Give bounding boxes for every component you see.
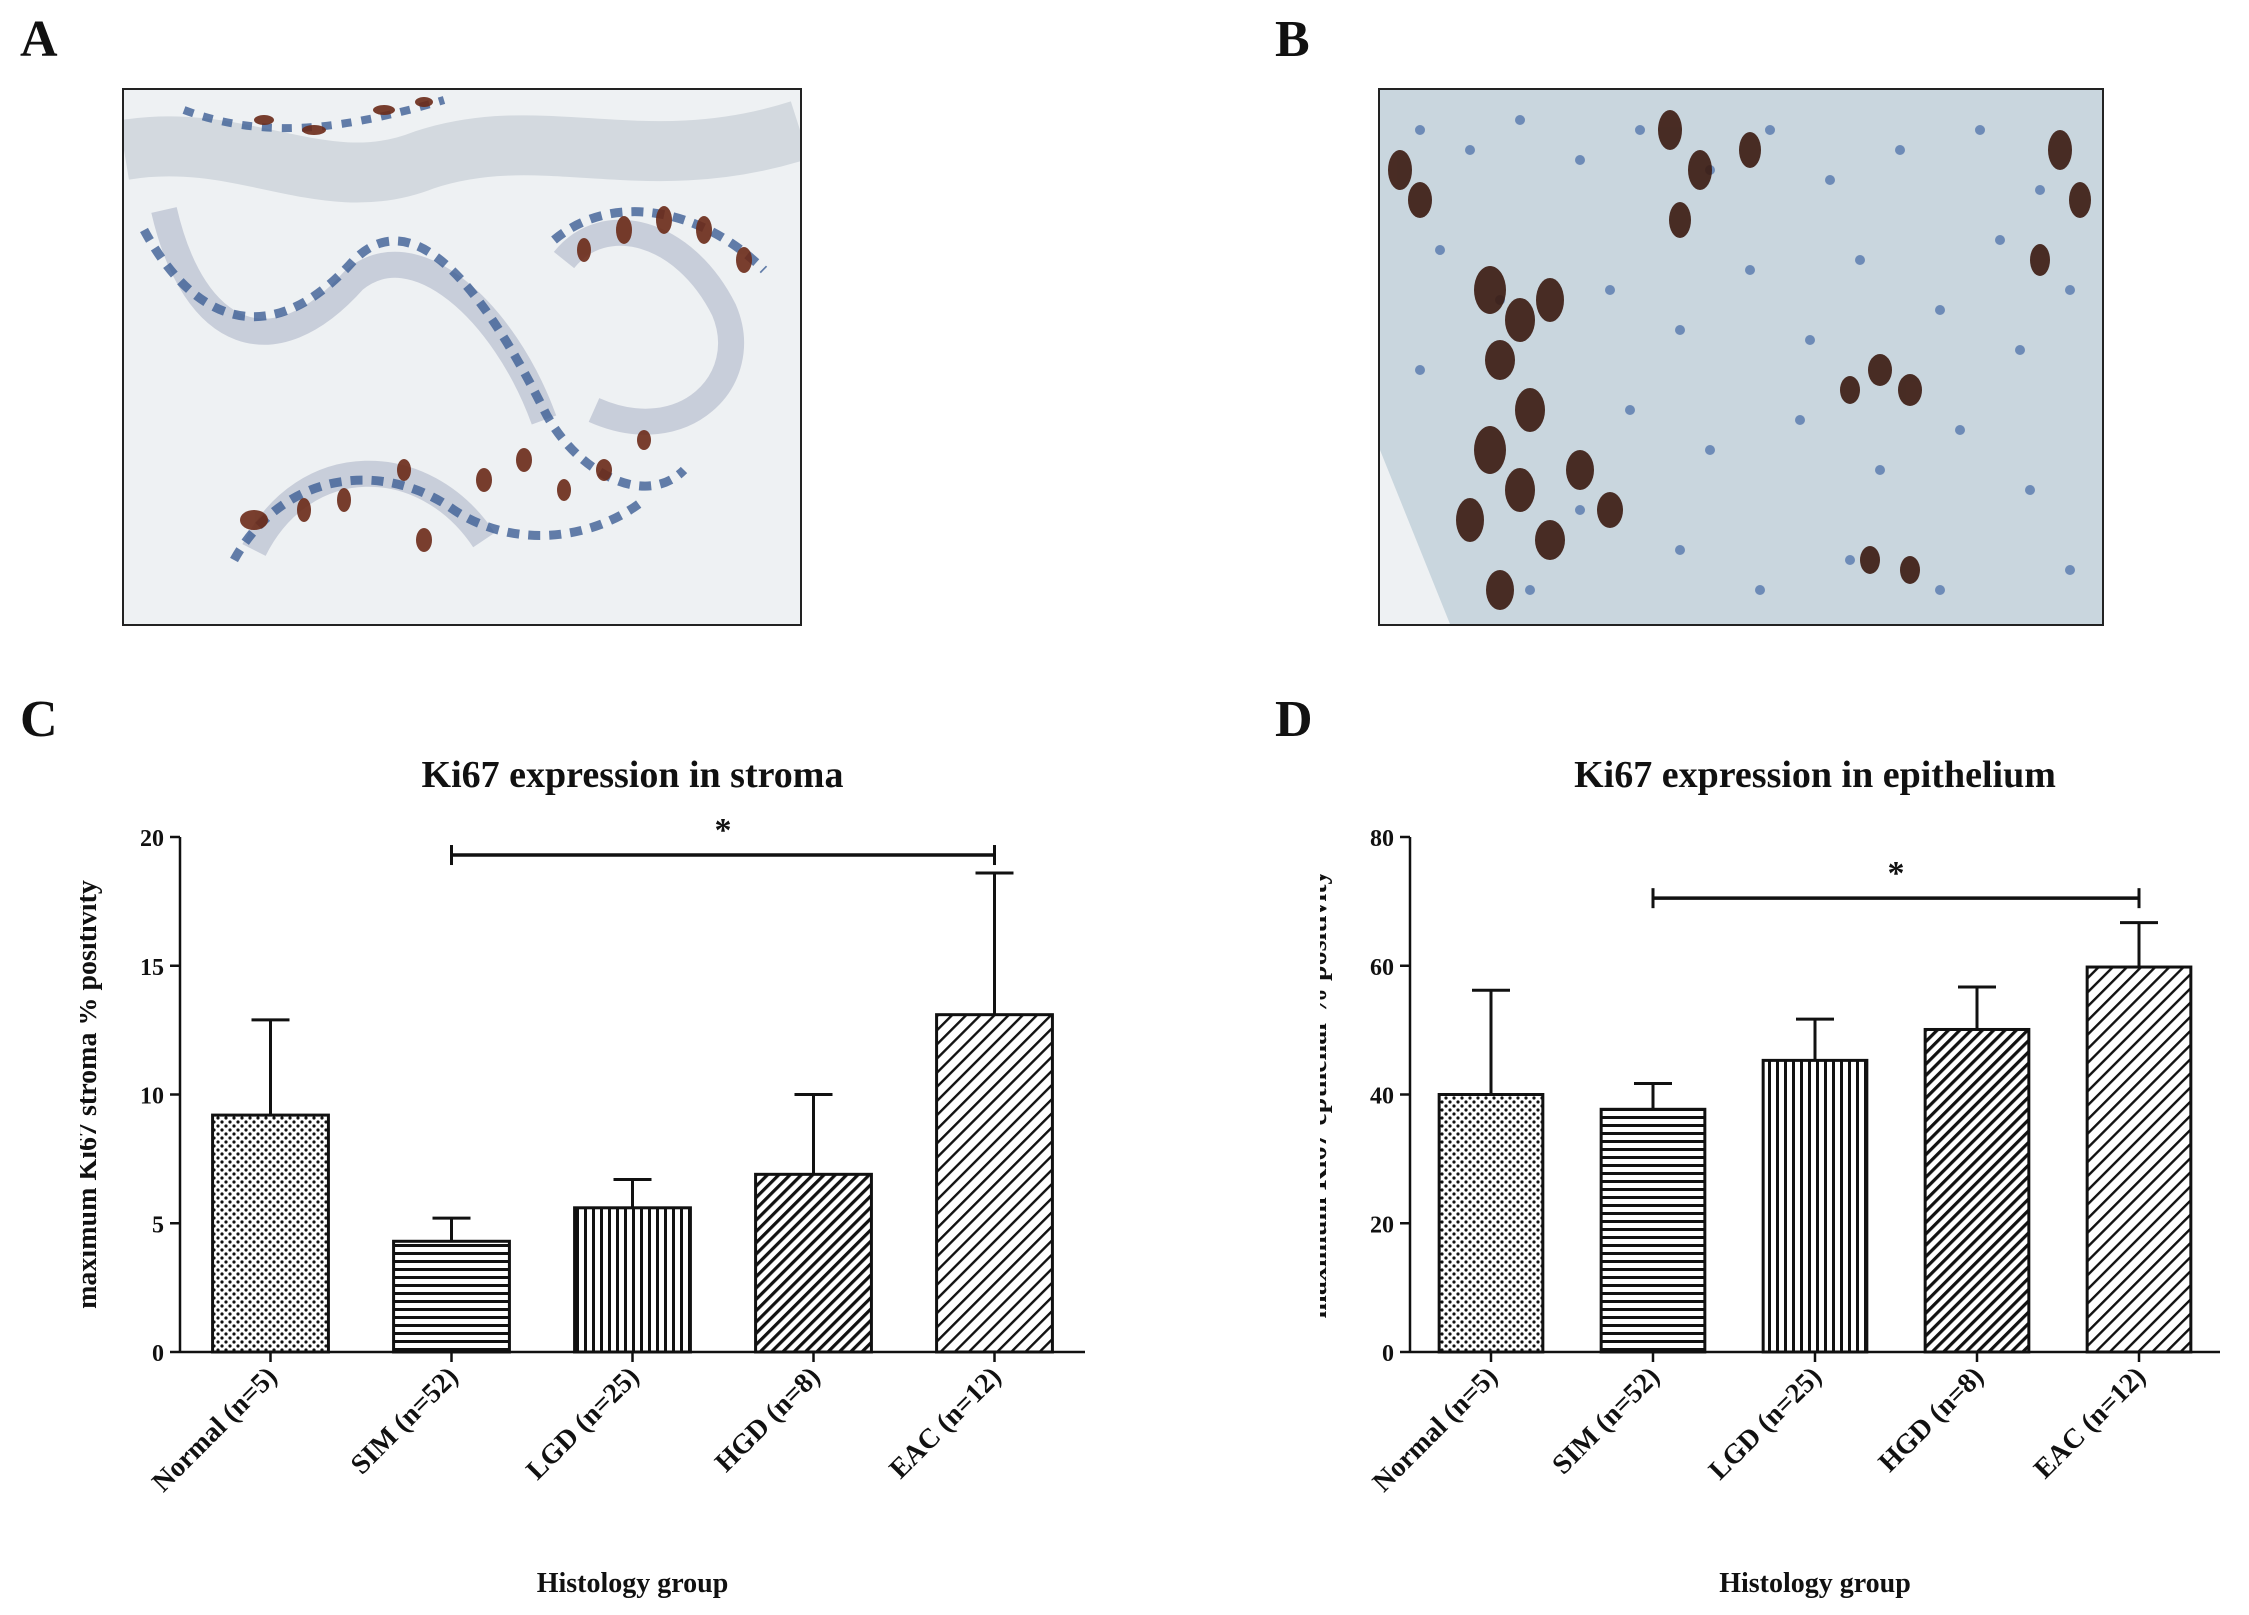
chart-epithelium: Ki67 expression in epithelium maximum Ki6… [1302, 740, 2240, 1610]
y-tick-label: 0 [1382, 1341, 1394, 1367]
micrograph-b-image [1380, 90, 2102, 624]
panel-label-b: B [1275, 11, 1310, 68]
chart-title: Ki67 expression in stroma [422, 754, 844, 796]
x-tick-label: SIM (n=52) [1546, 1361, 1666, 1481]
y-tick-label: 0 [152, 1341, 164, 1367]
x-tick-label: SIM (n=52) [345, 1361, 465, 1481]
x-tick-label: LGD (n=25) [1703, 1361, 1828, 1486]
x-tick-label: Normal (n=5) [1367, 1361, 1504, 1498]
micrograph-b-nuclei [1415, 115, 2075, 595]
x-tick-label: HGD (n=8) [1873, 1361, 1990, 1478]
bar [392, 1239, 511, 1354]
y-axis-label: maximum Ki67 epthelial % positivity [1320, 871, 1333, 1319]
bar [573, 1206, 692, 1354]
x-tick-label: Normal (n=5) [146, 1361, 283, 1498]
bar [935, 1013, 1054, 1354]
panel-label-c: C [20, 691, 58, 748]
y-tick-label: 10 [140, 1084, 164, 1110]
chart-stroma: Ki67 expression in stroma maximum Ki67 st… [72, 740, 1170, 1610]
y-tick-label: 40 [1370, 1084, 1394, 1110]
chart-title: Ki67 expression in epithelium [1574, 754, 2056, 796]
bar [754, 1172, 873, 1354]
y-tick-label: 20 [1370, 1212, 1394, 1238]
y-tick-label: 80 [1370, 826, 1394, 852]
x-axis-label: Histology group [537, 1568, 729, 1599]
bar [1923, 1027, 2031, 1354]
panel-label-d: D [1275, 691, 1313, 748]
significance-label: * [1888, 855, 1905, 892]
bar [1599, 1107, 1707, 1354]
micrograph-b [1378, 88, 2104, 626]
bar [2085, 965, 2193, 1354]
bar [1437, 1093, 1545, 1354]
x-tick-label: HGD (n=8) [709, 1361, 826, 1478]
micrograph-a [122, 88, 802, 626]
y-tick-label: 20 [140, 826, 164, 852]
bar [211, 1113, 330, 1354]
x-tick-label: LGD (n=25) [520, 1361, 645, 1486]
micrograph-a-image [124, 90, 800, 624]
micrograph-a-positive-nuclei [240, 97, 752, 552]
y-tick-label: 15 [140, 955, 164, 981]
y-tick-label: 60 [1370, 955, 1394, 981]
y-tick-label: 5 [152, 1212, 164, 1238]
bar [1761, 1058, 1869, 1354]
x-tick-label: EAC (n=12) [2028, 1361, 2152, 1485]
panel-label-a: A [20, 11, 58, 68]
x-tick-label: EAC (n=12) [883, 1361, 1007, 1485]
x-axis-label: Histology group [1719, 1568, 1911, 1599]
y-axis-label: maximum Ki67 stroma % positivity [80, 880, 103, 1309]
micrograph-b-positive-nuclei [1388, 110, 2091, 610]
significance-label: * [715, 812, 732, 849]
